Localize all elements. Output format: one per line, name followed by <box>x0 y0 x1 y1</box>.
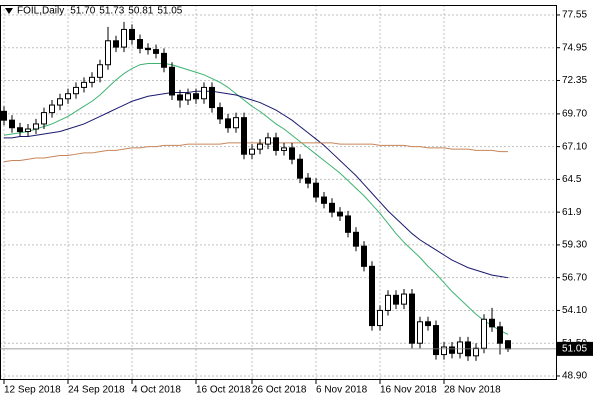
x-tick-label: 6 Nov 2018 <box>316 385 368 396</box>
y-tick-label: 59.30 <box>562 240 587 251</box>
candle-body <box>153 49 159 54</box>
candle-body <box>209 86 215 109</box>
candle-body <box>201 86 207 100</box>
candle-body <box>41 112 47 125</box>
header-value: 51.73 <box>99 6 124 17</box>
y-tick-label: 77.55 <box>562 10 587 21</box>
candle-body <box>505 340 511 350</box>
candle-body <box>9 119 15 129</box>
candle-body <box>433 325 439 356</box>
header-value: 50.81 <box>128 6 153 17</box>
candle-body <box>161 52 167 68</box>
candle-body <box>73 86 79 95</box>
candle-body <box>273 137 279 151</box>
candle-body <box>33 123 39 130</box>
y-tick-label: 61.9 <box>562 207 582 218</box>
candle-body <box>81 81 87 88</box>
y-tick-label: 67.10 <box>562 141 587 152</box>
candle-body <box>89 76 95 83</box>
candle-body <box>177 94 183 101</box>
candle-body <box>217 107 223 120</box>
candle-body <box>65 93 71 100</box>
candle-body <box>169 66 175 96</box>
candle-body <box>97 64 103 78</box>
header-value: 51.05 <box>157 6 182 17</box>
x-tick-label: 26 Oct 2018 <box>252 385 307 396</box>
header-value: 51.70 <box>70 6 95 17</box>
menu-arrow[interactable] <box>5 8 13 14</box>
candle-body <box>25 128 31 133</box>
candle-body <box>417 321 423 344</box>
candle-body <box>353 231 359 247</box>
candle-body <box>473 347 479 357</box>
candle-body <box>409 293 415 344</box>
candle-body <box>289 147 295 160</box>
candle-body <box>441 346 447 356</box>
candle-body <box>449 346 455 354</box>
price-tag-label: 51.05 <box>562 344 587 355</box>
candle-body <box>241 117 247 155</box>
candle-body <box>137 39 143 49</box>
candle-body <box>361 245 367 267</box>
candle-body <box>457 341 463 354</box>
candle-body <box>193 93 199 100</box>
candle-body <box>129 28 135 41</box>
candle-body <box>369 265 375 327</box>
chart-title: FOIL,Daily <box>17 6 64 17</box>
y-tick-label: 64.5 <box>562 174 582 185</box>
candle-body <box>377 309 383 327</box>
candle-body <box>305 177 311 184</box>
y-tick-label: 72.35 <box>562 75 587 86</box>
candle-body <box>57 98 63 106</box>
y-tick-label: 69.70 <box>562 109 587 120</box>
candle-body <box>297 158 303 179</box>
x-tick-label: 16 Oct 2018 <box>196 385 251 396</box>
y-tick-label: 54.10 <box>562 305 587 316</box>
candle-body <box>337 211 343 217</box>
candle-body <box>321 196 327 204</box>
moving-average <box>3 62 509 335</box>
moving-average <box>3 142 508 163</box>
plot <box>1 21 511 361</box>
x-tick-label: 24 Sep 2018 <box>68 385 125 396</box>
y-tick-label: 48.90 <box>562 371 587 382</box>
candle-body <box>121 28 127 48</box>
x-tick-label: 4 Oct 2018 <box>132 385 181 396</box>
candle-body <box>401 293 407 305</box>
candle-body <box>281 147 287 151</box>
candle-body <box>393 294 399 305</box>
x-tick-label: 28 Nov 2018 <box>444 385 501 396</box>
candle-body <box>249 148 255 155</box>
candle-body <box>17 127 23 133</box>
candle-body <box>257 143 263 150</box>
x-tick-label: 16 Nov 2018 <box>380 385 437 396</box>
candle-body <box>105 40 111 66</box>
candle-body <box>481 318 487 349</box>
header-values: 51.70 51.73 50.81 51.05 <box>70 6 183 17</box>
candle-body <box>345 215 351 233</box>
y-tick-label: 74.95 <box>562 42 587 53</box>
candle-body <box>145 47 151 51</box>
candle-body <box>113 40 119 48</box>
candle-body <box>489 318 495 328</box>
candle-body <box>49 104 55 114</box>
candle-body <box>497 326 503 344</box>
candle-body <box>265 137 271 145</box>
candle-body <box>1 110 7 121</box>
x-tick-label: 12 Sep 2018 <box>4 385 61 396</box>
candle-body <box>329 202 335 213</box>
candle-body <box>225 118 231 129</box>
candle-body <box>185 93 191 101</box>
candle-body <box>233 117 239 129</box>
candle-body <box>385 294 391 311</box>
plot-frame <box>0 5 557 380</box>
price-tag <box>557 341 593 356</box>
candle-body <box>313 182 319 198</box>
moving-average <box>4 90 509 279</box>
candle-body <box>425 321 431 327</box>
y-tick-label: 56.70 <box>562 272 587 283</box>
